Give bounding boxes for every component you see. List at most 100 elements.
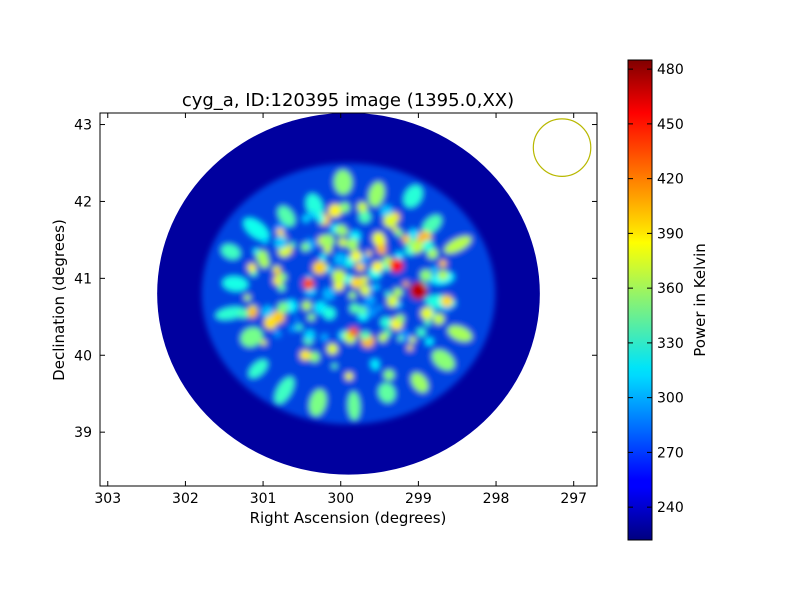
emission-spoke [308,388,327,417]
emission-cell [308,210,317,219]
plot-area [100,113,597,486]
x-tick-label: 301 [250,491,277,507]
emission-spoke [447,325,473,342]
emission-cell [422,240,434,252]
emission-cell [252,247,260,255]
colorbar-tick-label: 480 [657,62,684,78]
emission-cell [349,303,360,314]
colorbar-ticks: 240 270 300 330 360 390 420 450 480 [628,62,684,516]
emission-spoke [248,359,268,379]
plot-frame [99,112,598,487]
x-tick-label: 297 [560,491,587,507]
emission-cell [376,304,383,311]
emission-cell [409,336,417,344]
emission-cell [437,269,449,281]
emission-cell [386,295,399,308]
x-axis-label: Right Ascension (degrees) [250,509,447,527]
emission-cell [376,244,387,255]
emission-cell [300,242,310,252]
emission-cell [339,201,351,213]
emission-cell [432,313,445,325]
emission-cell [358,210,372,224]
emission-cell [333,280,345,292]
heatmap-image [157,113,540,475]
x-tick-label: 298 [483,491,510,507]
emission-cell [261,237,269,245]
emission-cell [419,269,432,282]
emission-cell [406,344,414,352]
emission-spoke [443,235,472,254]
emission-spoke [277,205,296,227]
emission-cell [277,301,290,314]
hot-spot [348,326,359,337]
emission-cell [337,237,348,248]
colorbar-tick-label: 330 [657,336,684,352]
emission-spoke [403,184,423,208]
emission-cell [331,269,346,284]
emission-cell [380,316,392,328]
emission-spoke [333,169,353,195]
emission-cell [238,308,249,319]
emission-cell [293,316,300,323]
emission-cell [331,363,338,370]
y-tick-label: 41 [74,271,92,287]
emission-cell [322,287,336,301]
emission-spoke [410,372,429,393]
emission-spoke [347,391,361,421]
colorbar-label: Power in Kelvin [691,243,709,357]
emission-cell [319,253,327,261]
x-tick-label: 302 [172,491,199,507]
emission-cell [401,234,410,244]
emission-cell [273,329,282,338]
emission-cell [326,343,339,355]
emission-halo [201,163,496,425]
x-axis-ticks: 303 302 301 300 299 298 297 [94,113,587,507]
emission-cell [420,307,434,320]
emission-cell [397,335,404,342]
y-tick-label: 43 [74,118,92,134]
emission-cell [408,228,419,239]
emission-cell [394,251,404,261]
x-tick-label: 299 [405,491,432,507]
emission-cell [246,307,258,319]
emission-cell [366,307,377,318]
emission-cell [360,330,371,341]
colorbar-tick-label: 270 [657,445,684,461]
emission-cell [346,238,359,251]
colorbar-tick-label: 450 [657,117,684,133]
colorbar-tick-label: 360 [657,281,684,297]
emission-cell [378,333,388,343]
emission-cell [277,283,286,292]
emission-cell [308,351,320,363]
emission-cell [276,228,284,236]
emission-cell [335,224,347,236]
emission-cell [392,226,399,233]
emission-cell [277,272,287,282]
emission-cell [307,291,314,299]
emission-cell [370,358,380,369]
colorbar-tick-label: 420 [657,172,684,188]
emission-cell [322,306,336,320]
emission-spoke [240,326,264,348]
emission-cell [383,214,397,228]
emission-cell [307,313,316,322]
beam-circle [532,118,592,177]
emission-cell [356,201,368,213]
emission-cell [431,266,438,273]
emission-cell [344,372,354,381]
emission-spoke [274,376,295,405]
emission-cell [320,234,335,248]
emission-cell [372,231,385,245]
y-tick-label: 40 [74,348,92,364]
emission-cell [410,240,424,254]
hot-spot [389,258,404,273]
emission-cell [326,265,334,274]
emission-cell [358,306,368,316]
emission-spoke [220,243,241,260]
emission-cell [402,280,410,288]
emission-cell [289,241,296,248]
emission-cell [348,291,357,300]
emission-spoke [215,306,246,320]
emission-spoke [222,275,249,292]
emission-spoke [377,382,396,404]
